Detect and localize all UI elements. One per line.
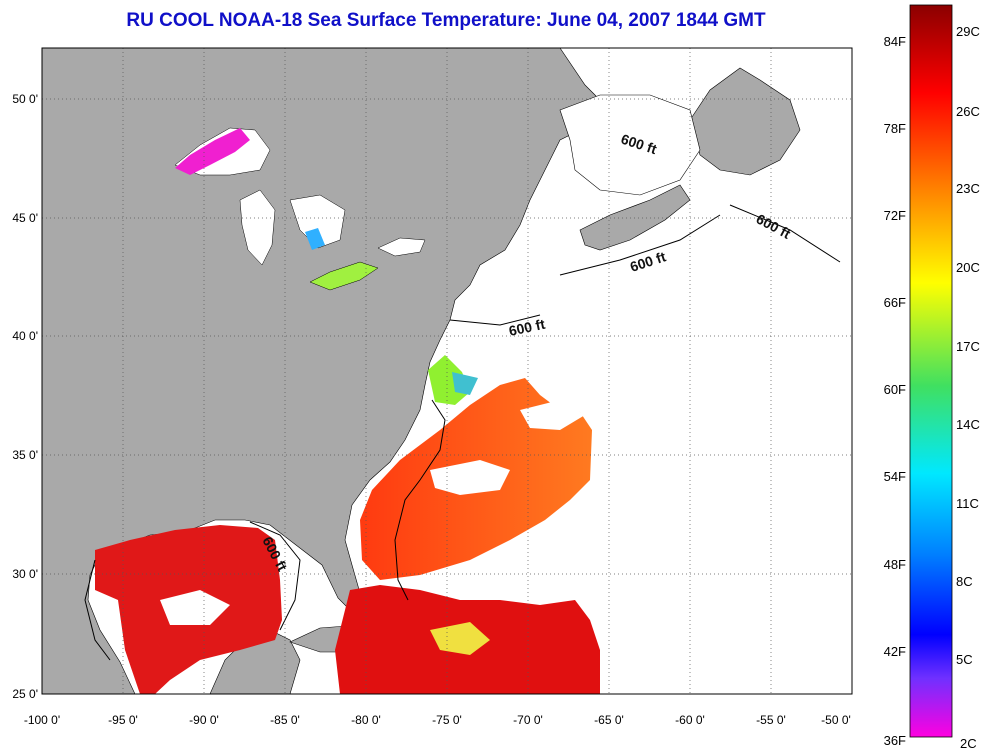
map-grid: [42, 48, 852, 694]
colorbar-f-label: 66F: [884, 295, 906, 310]
cloud-gap: [520, 400, 585, 430]
cloud-gap-yellow: [430, 622, 490, 655]
cloud-gap: [520, 550, 600, 590]
map-title: RU COOL NOAA-18 Sea Surface Temperature:…: [126, 10, 766, 31]
lon-tick-label: -65 0': [594, 713, 624, 727]
lat-tick-label: 50 0': [12, 92, 38, 106]
colorbar-f-label: 48F: [884, 557, 906, 572]
colorbar-c-label: 20C: [956, 260, 980, 275]
lon-ticks: -100 0' -95 0' -90 0' -85 0' -80 0' -75 …: [24, 713, 851, 727]
colorbar-c-label: 2C: [960, 736, 977, 751]
lake-huron: [289, 194, 346, 249]
lon-tick-label: -60 0': [675, 713, 705, 727]
isobath-600ft: [84, 204, 841, 661]
colorbar-c-label: 5C: [956, 652, 973, 667]
colorbar-f-label: 60F: [884, 382, 906, 397]
colorbar-f-label: 84F: [884, 34, 906, 49]
colorbar: [909, 4, 953, 738]
colorbar-c-label: 8C: [956, 574, 973, 589]
lon-tick-label: -85 0': [270, 713, 300, 727]
colorbar-c-label: 11C: [956, 496, 979, 511]
colorbar-f-label: 54F: [884, 469, 906, 484]
colorbar-c-label: 23C: [956, 181, 980, 196]
plot-frame: [41, 47, 853, 695]
colorbar-c-label: 26C: [956, 104, 980, 119]
sst-mid-atlantic-cool: [452, 372, 478, 395]
colorbar-f-label: 36F: [884, 733, 906, 748]
lat-tick-label: 35 0': [12, 448, 38, 462]
lake-ontario: [377, 237, 426, 257]
colorbar-celsius-labels: 29C 26C 23C 20C 17C 14C 11C 8C 5C 2C: [956, 24, 980, 751]
cloud-gap: [430, 460, 510, 495]
cloud-gap: [160, 590, 230, 625]
lat-ticks: 50 0' 45 0' 40 0' 35 0' 30 0' 25 0': [12, 92, 38, 701]
lat-tick-label: 30 0': [12, 567, 38, 581]
lon-tick-label: -90 0': [189, 713, 219, 727]
lon-tick-label: -95 0': [108, 713, 138, 727]
lon-tick-label: -50 0': [821, 713, 851, 727]
colorbar-f-label: 72F: [884, 208, 906, 223]
lon-tick-label: -100 0': [24, 713, 60, 727]
lat-tick-label: 25 0': [12, 687, 38, 701]
lat-tick-label: 45 0': [12, 211, 38, 225]
colorbar-f-label: 78F: [884, 121, 906, 136]
lake-erie: [309, 261, 379, 291]
lake-superior-sst: [175, 128, 250, 175]
land-nova-scotia: [579, 184, 691, 251]
lake-michigan-sst: [305, 228, 325, 250]
gulf-st-lawrence: [559, 94, 701, 196]
land-yucatan: [209, 629, 301, 694]
lon-tick-label: -80 0': [351, 713, 381, 727]
colorbar-fahrenheit-labels: 84F 78F 72F 66F 60F 54F 48F 42F 36F: [884, 34, 906, 748]
colorbar-c-label: 14C: [956, 417, 980, 432]
lake-michigan: [239, 189, 276, 266]
colorbar-f-label: 42F: [884, 644, 906, 659]
lon-tick-label: -55 0': [756, 713, 786, 727]
contour-label: 600 ft: [507, 316, 546, 339]
lon-tick-label: -70 0': [513, 713, 543, 727]
lat-tick-label: 40 0': [12, 329, 38, 343]
colorbar-c-label: 17C: [956, 339, 980, 354]
colorbar-c-label: 29C: [956, 24, 980, 39]
lon-tick-label: -75 0': [432, 713, 462, 727]
land-newfoundland: [689, 67, 801, 176]
